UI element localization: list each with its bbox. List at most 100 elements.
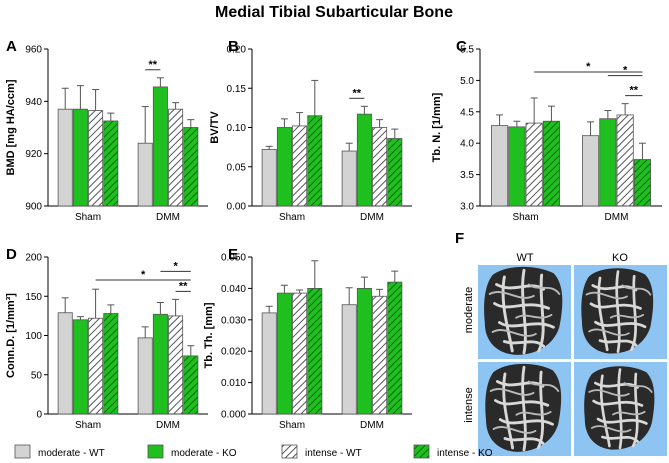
bar <box>525 122 543 207</box>
bar <box>292 125 308 207</box>
bar <box>72 319 88 415</box>
significance-label: * <box>141 269 146 281</box>
x-category-label: Sham <box>279 420 305 431</box>
bone-render-intense-wt <box>483 362 563 454</box>
bar <box>183 355 199 415</box>
bar <box>103 120 119 207</box>
bar <box>261 149 277 207</box>
bar <box>356 287 372 415</box>
y-tick-label: 0.050 <box>221 253 246 264</box>
y-tick-label: 0.05 <box>227 162 247 173</box>
y-tick-label: 100 <box>25 331 42 342</box>
y-tick-label: 0.030 <box>221 315 246 326</box>
y-axis-label: Tb. Th. [mm] <box>203 302 215 368</box>
y-tick-label: 200 <box>25 253 42 264</box>
legend-label: intense - WT <box>305 448 362 459</box>
y-tick-label: 900 <box>25 202 42 213</box>
panel-letter: A <box>6 38 17 55</box>
legend-swatch <box>147 444 164 459</box>
x-category-label: DMM <box>360 420 384 431</box>
legend-label: moderate - WT <box>38 448 105 459</box>
legend: moderate - WT moderate - KO intense - WT in… <box>14 444 493 459</box>
significance-label: ** <box>179 280 188 292</box>
y-tick-label: 0.00 <box>227 202 247 213</box>
y-tick-label: 0.000 <box>221 410 246 421</box>
bar <box>168 108 184 207</box>
bar <box>341 150 357 207</box>
panel-letter: E <box>228 246 238 263</box>
bar <box>152 313 168 415</box>
y-tick-label: 3.0 <box>460 202 474 213</box>
bar <box>508 126 526 207</box>
x-category-label: Sham <box>512 212 538 223</box>
y-tick-label: 4.5 <box>460 107 474 118</box>
bar <box>276 292 292 415</box>
bar <box>307 115 323 207</box>
bar <box>582 135 600 207</box>
chart-panel-b: B 0.00 0.05 0.10 0.15 0.20 BV/TV Sham DMM ** <box>209 38 412 223</box>
bar <box>387 281 403 415</box>
significance-label: * <box>623 65 628 77</box>
y-tick-label: 940 <box>25 97 42 108</box>
bar <box>152 86 168 207</box>
panel-f-column-ko: KO <box>612 252 628 264</box>
bar <box>372 295 388 415</box>
y-axis-label: Conn.D. [1/mm³] <box>5 293 17 378</box>
bar <box>542 120 560 207</box>
x-category-label: DMM <box>605 212 629 223</box>
bone-render-intense-ko <box>582 364 656 452</box>
y-tick-label: 0.040 <box>221 284 246 295</box>
y-tick-label: 5.0 <box>460 76 474 87</box>
y-axis-label: BV/TV <box>209 111 221 144</box>
significance-label: ** <box>149 59 158 71</box>
y-tick-label: 50 <box>31 370 43 381</box>
x-category-label: DMM <box>156 212 180 223</box>
bar <box>261 312 277 415</box>
y-tick-label: 0.20 <box>227 45 247 56</box>
bar <box>57 108 73 207</box>
panel-f-row-moderate: moderate <box>463 287 475 333</box>
bar <box>137 337 153 415</box>
bar <box>57 312 73 415</box>
legend-label: moderate - KO <box>171 448 237 459</box>
bar <box>341 304 357 415</box>
chart-panel-c: C 3.0 3.5 4.0 4.5 5.0 5.5 Tb. N. [1/mm] Sham DMM *… <box>431 38 662 223</box>
y-tick-label: 0.15 <box>227 84 247 95</box>
bar <box>633 159 651 207</box>
significance-label: ** <box>353 87 362 99</box>
y-tick-label: 0.020 <box>221 347 246 358</box>
x-category-label: Sham <box>75 212 101 223</box>
y-tick-label: 960 <box>25 45 42 56</box>
bar <box>387 138 403 207</box>
bar <box>292 292 308 415</box>
y-tick-label: 150 <box>25 292 42 303</box>
bar <box>491 125 509 207</box>
bar <box>599 118 617 207</box>
chart-panel-a: A 900 920 940 960 BMD [mg HA/ccm] Sham DMM ** <box>5 38 208 223</box>
bar <box>372 127 388 207</box>
panel-letter: C <box>456 38 467 55</box>
panel-f-letter: F <box>455 230 464 247</box>
panel-letter: D <box>6 246 17 263</box>
y-tick-label: 5.5 <box>460 45 474 56</box>
significance-label: * <box>586 61 591 73</box>
bar <box>356 113 372 207</box>
x-category-label: DMM <box>156 420 180 431</box>
bar <box>183 127 199 207</box>
y-tick-label: 920 <box>25 149 42 160</box>
x-category-label: Sham <box>75 420 101 431</box>
bar <box>103 313 119 415</box>
legend-swatch <box>281 444 298 459</box>
legend-label: intense - KO <box>437 448 493 459</box>
y-tick-label: 0 <box>36 410 42 421</box>
bar <box>168 315 184 415</box>
panel-f-column-wt: WT <box>516 252 533 264</box>
bone-render-moderate-ko <box>579 266 655 355</box>
y-tick-label: 0.010 <box>221 378 246 389</box>
y-tick-label: 0.10 <box>227 123 247 134</box>
bar <box>137 142 153 207</box>
bar <box>88 110 104 207</box>
legend-swatch <box>14 444 31 459</box>
